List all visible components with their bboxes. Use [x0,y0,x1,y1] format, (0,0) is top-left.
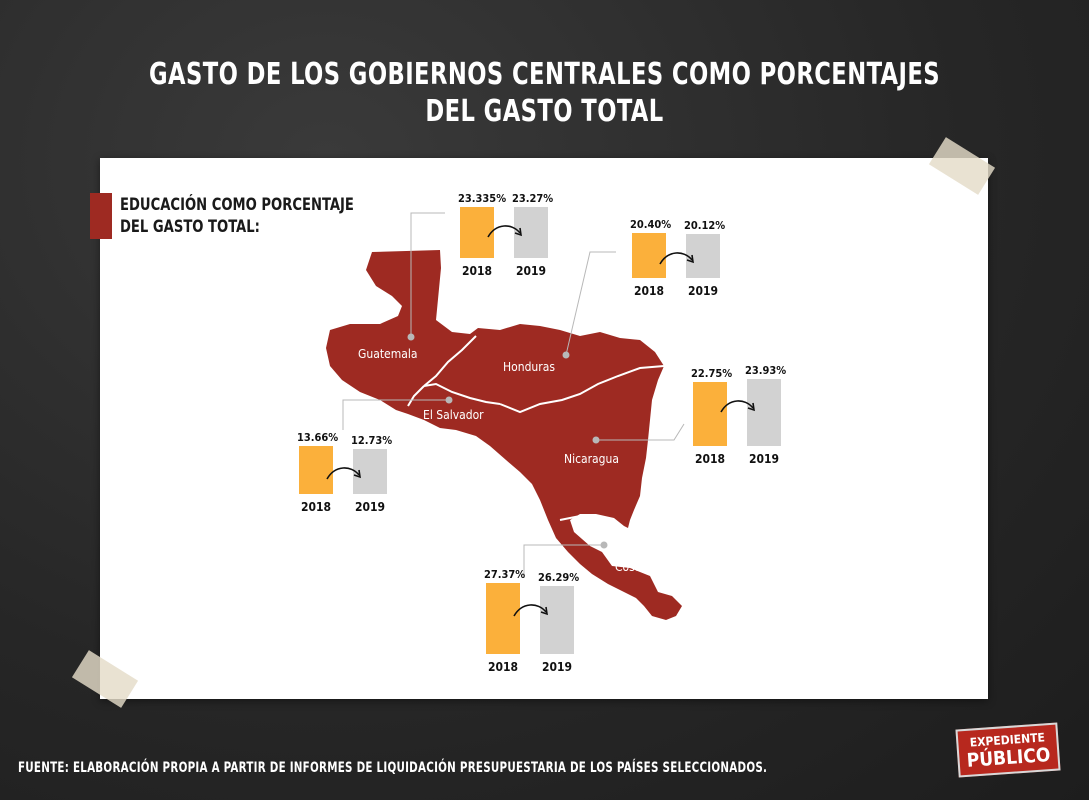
chart-costa-rica: 27.37% 26.29% 2018 2019 [484,568,580,682]
page-title-line-2: DEL GASTO TOTAL [425,94,664,129]
country-shape [326,250,682,620]
legend-line-2: DEL GASTO TOTAL: [120,217,260,237]
year-label-2018: 2018 [461,264,493,278]
border-nicaragua-costa-rica [559,514,621,527]
year-label-2019: 2019 [354,500,386,514]
year-label-2018: 2018 [300,500,332,514]
bar-2018 [693,382,727,446]
chart-honduras: 20.40% 20.12% 2018 2019 [630,196,726,306]
year-label-2019: 2019 [515,264,547,278]
trend-arrow-icon [326,467,361,480]
leader-lines [342,212,685,578]
bar-2019 [747,379,781,446]
year-label-2019: 2019 [541,660,573,674]
border-el-salvador-north [423,382,501,405]
leader-dot-el-salvador [445,396,453,404]
label-nicaragua: Nicaragua [564,452,619,466]
trend-arrow-icon [659,252,694,265]
bar-2018 [460,207,494,258]
expediente-publico-logo: EXPEDIENTE PÚBLICO [955,722,1061,778]
value-label-2018: 22.75% [691,367,733,380]
value-label-2019: 20.12% [684,219,726,232]
trend-arrow-icon [720,400,755,413]
leader-dot-nicaragua [592,436,600,444]
leader-costa-rica [523,544,604,578]
value-label-2018: 23.335% [458,192,507,205]
page-title-line-1: GASTO DE LOS GOBIERNOS CENTRALES COMO PO… [148,57,941,92]
value-label-2018: 13.66% [297,431,339,444]
value-label-2019: 26.29% [538,571,580,584]
value-label-2019: 12.73% [351,434,393,447]
chart-guatemala: 23.335% 23.27% 2018 2019 [458,176,554,286]
year-label-2018: 2018 [633,284,665,298]
border-honduras-nicaragua [499,365,665,414]
year-label-2018: 2018 [694,452,726,466]
bar-2018 [299,446,333,494]
bar-2018 [632,233,666,278]
leader-dot-guatemala [407,333,415,341]
trend-arrow-icon [487,225,522,238]
border-guatemala-honduras [423,335,477,387]
label-costa-rica: Costa Rica [615,560,673,574]
value-label-2018: 27.37% [484,568,526,581]
label-el-salvador: El Salvador [423,408,484,422]
year-label-2018: 2018 [487,660,519,674]
bar-2018 [486,583,520,654]
bar-2019 [540,586,574,654]
border-el-salvador-west [407,385,425,407]
leader-nicaragua [596,423,685,441]
label-guatemala: Guatemala [358,347,418,361]
value-label-2018: 20.40% [630,218,672,231]
year-label-2019: 2019 [687,284,719,298]
value-label-2019: 23.27% [512,192,554,205]
leader-guatemala [410,212,445,337]
year-label-2019: 2019 [748,452,780,466]
legend-swatch [90,193,112,239]
chart-nicaragua: 22.75% 23.93% 2018 2019 [691,364,787,474]
leader-honduras [565,251,616,356]
trend-arrow-icon [513,604,548,617]
source-footer: FUENTE: ELABORACIÓN PROPIA A PARTIR DE I… [18,760,768,776]
value-label-2019: 23.93% [745,364,787,377]
legend-line-1: EDUCACIÓN COMO PORCENTAJE [120,195,354,215]
chart-el-salvador: 13.66% 12.73% 2018 2019 [297,412,393,522]
leader-el-salvador [342,399,449,430]
leader-dot-costa-rica [600,541,608,549]
border-lines [407,335,665,527]
leader-dot-honduras [562,351,570,359]
legend-text: EDUCACIÓN COMO PORCENTAJE DEL GASTO TOTA… [120,194,354,238]
label-honduras: Honduras [503,360,555,374]
